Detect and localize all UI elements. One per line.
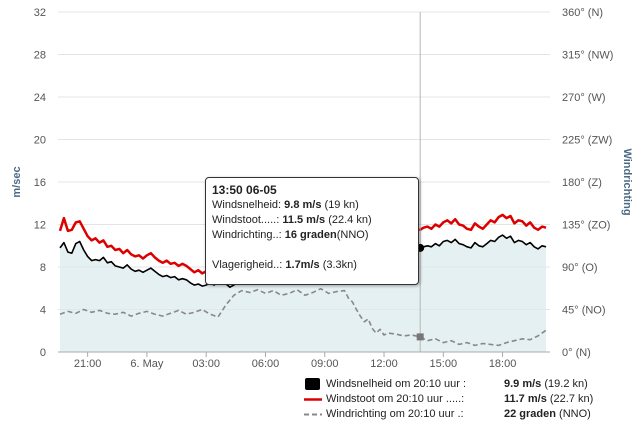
series-line-windrichting: [59, 287, 547, 347]
y-right-tick-label: 135° (ZO): [562, 220, 610, 232]
axis-layer: 0 4 8 12 16 20 24 28 32 0° (N) 45° (NO) 90° (O) 135°…: [11, 7, 633, 370]
y-left-tick-label: 20: [34, 135, 46, 147]
y-left-tick-label: 4: [40, 305, 46, 317]
tooltip-gust-value: 11.5 m/s: [282, 214, 326, 226]
legend-item-windsnelheid[interactable]: Windsnelheid om 20:10 uur : 9.9 m/s (19.…: [304, 377, 634, 392]
tooltip-speed-row: Windsnelheid: 9.8 m/s (19 kn): [212, 198, 412, 213]
legend-value: 9.9 m/s: [504, 378, 542, 390]
y-left-tick-label: 0: [40, 347, 46, 359]
legend-value-group: 9.9 m/s (19.2 kn): [504, 377, 588, 392]
legend-extra: (22.7 kn): [546, 393, 594, 405]
y-right-tick-label: 90° (O): [562, 262, 598, 274]
y-right-axis-title: Windrichting: [621, 148, 633, 215]
legend-label: Windrichting om 20:10 uur .:: [326, 408, 464, 420]
legend-line-icon: [304, 398, 322, 401]
y-left-tick-label: 12: [34, 220, 46, 232]
y-right-tick-label: 360° (N): [562, 7, 603, 19]
legend-item-windrichting[interactable]: Windrichting om 20:10 uur .: 22 graden (…: [304, 407, 634, 422]
tooltip-variability-label: Vlagerigheid..:: [212, 259, 286, 271]
tooltip-gust-label: Windstoot.....:: [212, 214, 283, 226]
legend-label: Windstoot om 20:10 uur .....:: [326, 393, 465, 405]
tooltip-direction-name: (NNO): [336, 229, 369, 241]
y-right-tick-label: 225° (ZW): [562, 135, 612, 147]
x-tick-label: 06:00: [252, 358, 280, 370]
y-left-tick-label: 32: [34, 7, 46, 19]
legend-label: Windsnelheid om 20:10 uur :: [326, 378, 467, 390]
x-tick-label: 09:00: [311, 358, 339, 370]
y-left-axis-title: m/sec: [11, 166, 23, 197]
chart-legend: Windsnelheid om 20:10 uur : 9.9 m/s (19.…: [304, 377, 634, 422]
y-right-tick-label: 180° (Z): [562, 177, 602, 189]
legend-extra: (19.2 kn): [541, 378, 588, 390]
legend-value-group: 11.7 m/s (22.7 kn): [504, 392, 593, 407]
tooltip-speed-value: 9.8 m/s: [284, 199, 322, 211]
x-tick-label: 18:00: [489, 358, 517, 370]
tooltip-gust-kn: (22.4 kn): [325, 214, 372, 226]
x-tick-label: 15:00: [430, 358, 458, 370]
tooltip-gust-row: Windstoot.....: 11.5 m/s (22.4 kn): [212, 213, 412, 228]
x-tick-label: 21:00: [74, 358, 102, 370]
tooltip-direction-row: Windrichting..: 16 graden(NNO): [212, 228, 412, 243]
tooltip-variability-row: Vlagerigheid..: 1.7m/s (3.3kn): [212, 258, 412, 273]
area-layer: [60, 235, 546, 352]
y-left-tick-label: 24: [34, 92, 46, 104]
y-right-tick-label: 0° (N): [562, 347, 591, 359]
legend-value: 11.7 m/s: [504, 393, 547, 405]
tooltip-direction-label: Windrichting..:: [212, 229, 285, 241]
legend-item-windstoot[interactable]: Windstoot om 20:10 uur .....: 11.7 m/s (…: [304, 392, 634, 407]
tooltip-direction-value: 16 graden: [284, 229, 337, 241]
y-right-tick-label: 45° (NO): [562, 305, 606, 317]
x-tick-label: 03:00: [192, 358, 220, 370]
y-left-tick-label: 28: [34, 50, 46, 62]
tooltip-variability-kn: (3.3kn): [319, 259, 357, 271]
y-right-tick-label: 315° (NW): [562, 50, 613, 62]
y-right-tick-label: 270° (W): [562, 92, 606, 104]
legend-value-group: 22 graden (NNO): [504, 407, 591, 422]
legend-box-icon: [305, 378, 320, 390]
y-left-tick-label: 8: [40, 262, 46, 274]
tooltip-title: 13:50 06-05: [212, 183, 277, 197]
legend-value: 22 graden: [504, 408, 556, 420]
wind-chart: 0 4 8 12 16 20 24 28 32 0° (N) 45° (NO) 90° (O) 135°…: [11, 7, 633, 370]
tooltip-speed-kn: (19 kn): [321, 199, 359, 211]
x-tick-label: 6. May: [130, 358, 164, 370]
legend-extra: (NNO): [555, 408, 591, 420]
marker-windrichting: [416, 333, 424, 341]
tooltip-speed-label: Windsnelheid:: [212, 199, 285, 211]
tooltip-variability-value: 1.7m/s: [285, 259, 320, 271]
x-tick-label: 12:00: [370, 358, 398, 370]
y-left-tick-label: 16: [34, 177, 46, 189]
legend-dash-icon: [304, 413, 322, 416]
data-tooltip: 13:50 06-05 Windsnelheid: 9.8 m/s (19 kn…: [205, 177, 419, 285]
series-area-windsnelheid: [60, 235, 546, 352]
